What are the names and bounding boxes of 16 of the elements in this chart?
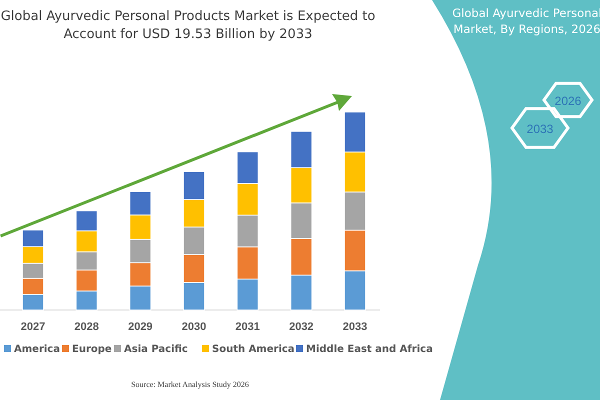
source-note: Source: Market Analysis Study 2026 xyxy=(131,380,249,389)
x-tick-label: 2032 xyxy=(289,321,314,333)
x-tick-label: 2031 xyxy=(235,321,260,333)
text: 2033 xyxy=(526,122,554,136)
x-tick-label: 2027 xyxy=(20,321,46,333)
x-tick-label: 2030 xyxy=(182,321,206,333)
legend-label: South America xyxy=(212,344,295,355)
x-tick-label: 2033 xyxy=(342,321,368,333)
x-tick-label: 2028 xyxy=(74,321,99,333)
legend-label: America xyxy=(14,344,60,355)
x-tick-label: 2029 xyxy=(128,321,153,333)
text: 2026 xyxy=(554,94,582,108)
legend-label: Europe xyxy=(72,344,112,355)
chart-title: Global Ayurvedic Personal Products Market is Expected to Account for USD 19.53 Billion by 2033 xyxy=(0,9,376,42)
legend-label: Asia Pacific xyxy=(124,344,188,355)
legend-label: Middle East and Africa xyxy=(306,344,433,355)
